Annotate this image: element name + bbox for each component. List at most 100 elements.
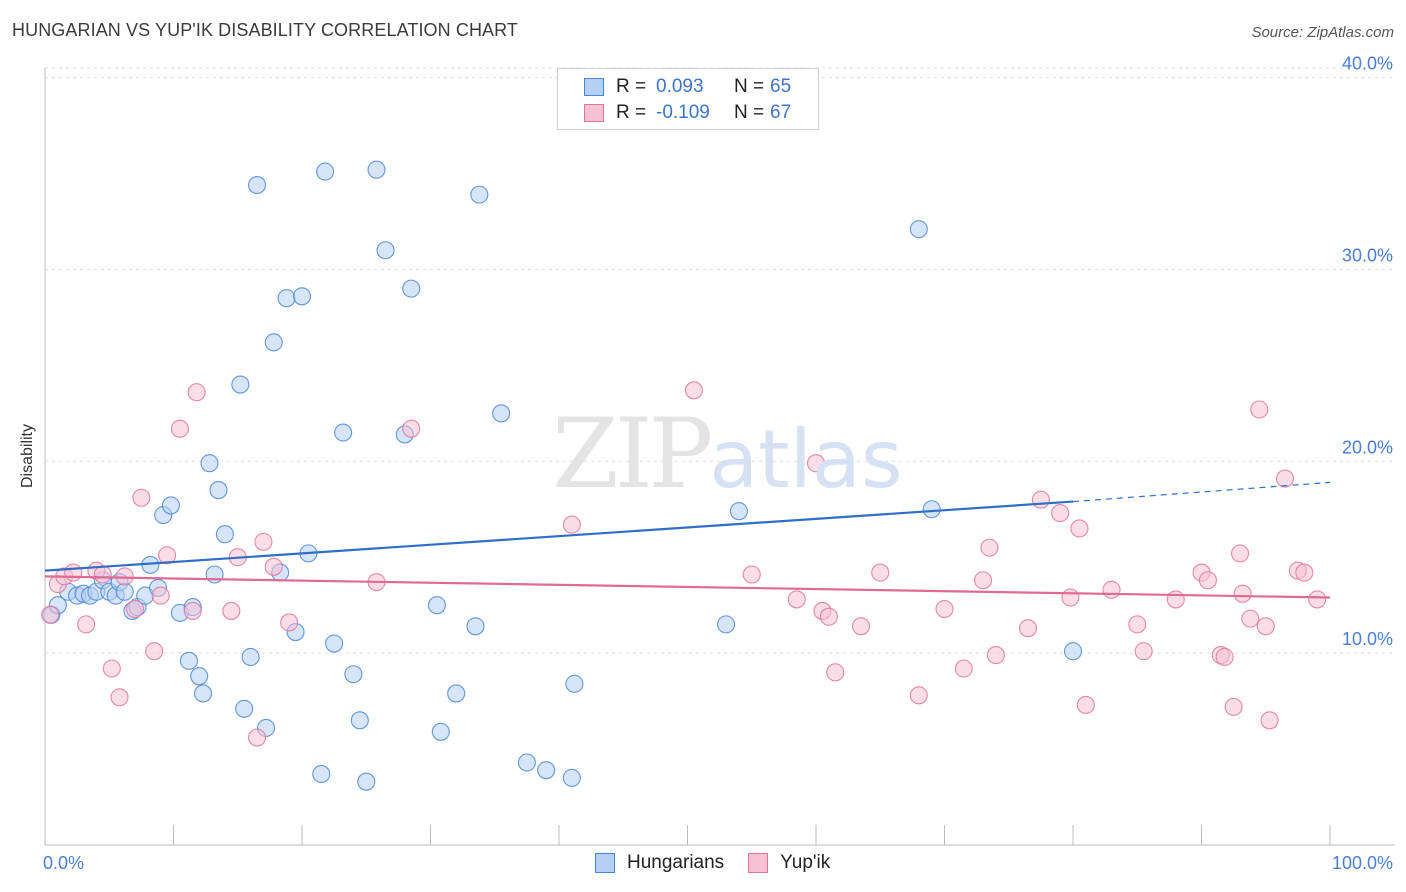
point-yupik [1134,642,1153,661]
legend-n-label: N = [734,102,765,123]
point-hungarians [247,175,267,195]
legend-item-yupik[interactable]: Yup'ik [748,852,830,874]
point-yupik [1076,695,1095,714]
y-tick-label: 40.0% [1342,54,1393,74]
point-yupik [183,601,202,620]
point-yupik [1018,619,1038,638]
point-yupik [871,563,890,582]
legend-item-hungarians[interactable]: Hungarians [595,852,724,874]
point-yupik [935,599,954,619]
point-yupik [1231,544,1250,563]
point-yupik [1260,711,1279,730]
point-hungarians [209,481,228,500]
point-yupik [986,646,1005,665]
legend-n-value: 65 [770,76,792,97]
point-yupik [684,381,703,400]
point-yupik [980,538,999,557]
y-tick-label: 10.0% [1342,629,1393,649]
legend-r-label: R = [616,76,647,97]
point-hungarians [367,160,386,179]
point-hungarians [316,162,335,181]
trendline-hungarians-extension [1072,481,1331,503]
point-hungarians [357,772,376,791]
point-hungarians [376,241,395,260]
point-hungarians [179,651,198,670]
point-yupik [1256,617,1275,636]
point-hungarians [922,500,941,519]
point-yupik [1198,571,1217,590]
point-yupik [115,567,134,586]
legend-row-hungarians: R = 0.093 N = 65 [584,74,791,100]
point-hungarians [205,565,224,584]
point-yupik [41,605,60,624]
point-yupik [1275,469,1295,488]
point-hungarians [215,525,234,544]
point-yupik [1224,697,1243,716]
x-tick-label: 0.0% [43,853,84,873]
y-tick-label: 20.0% [1342,437,1393,457]
point-hungarians [325,634,344,653]
legend-label-yupik: Yup'ik [780,852,831,873]
point-yupik [1031,490,1050,509]
point-hungarians [312,764,331,784]
point-yupik [158,546,177,565]
source-label: Source: ZipAtlas.com [1251,24,1394,41]
watermark: ZIPatlas [552,398,903,510]
point-yupik [254,532,273,551]
point-hungarians [517,753,536,772]
point-yupik [402,419,421,438]
point-hungarians [562,768,581,787]
point-yupik [222,601,241,620]
point-hungarians [402,279,421,298]
point-yupik [247,728,267,747]
point-yupik [264,557,283,576]
point-hungarians [427,596,446,615]
legend-swatch-yupik [748,853,769,873]
point-hungarians [431,722,450,741]
point-hungarians [1063,642,1083,661]
point-yupik [806,454,826,473]
point-yupik [562,515,581,534]
point-hungarians [190,667,209,686]
point-yupik [1051,504,1070,523]
point-yupik [187,383,206,402]
point-yupik [851,617,871,636]
point-yupik [151,586,170,605]
point-yupik [102,659,121,678]
point-hungarians [716,615,736,634]
point-hungarians [277,289,296,308]
point-hungarians [492,404,511,423]
point-hungarians [466,617,485,636]
point-yupik [125,599,144,619]
point-yupik [64,563,83,582]
legend-label-hungarians: Hungarians [627,852,725,873]
point-yupik [93,565,112,584]
point-hungarians [231,375,250,394]
point-yupik [1250,400,1269,419]
point-hungarians [909,220,928,239]
point-hungarians [115,582,134,601]
point-yupik [1233,584,1252,603]
point-yupik [77,615,96,634]
point-yupik [1241,609,1260,628]
point-yupik [1070,519,1089,538]
legend-swatch-yupik [584,104,604,122]
legend-n-value: 67 [770,102,792,123]
point-hungarians [200,454,219,473]
point-yupik [145,642,164,661]
point-yupik [787,590,806,609]
legend-swatch-hungarians [595,853,615,873]
point-yupik [1308,590,1327,609]
point-yupik [954,659,973,678]
point-yupik [1061,588,1080,607]
stats-legend: R = 0.093 N = 65 R = -0.109 N = 67 [557,68,819,130]
trendline-yupik [44,575,1331,599]
point-hungarians [565,674,584,693]
point-yupik [110,688,129,707]
legend-r-label: R = [616,102,647,123]
series-legend: Hungarians Yup'ik [595,852,854,874]
y-tick-label: 30.0% [1342,245,1393,265]
point-hungarians [292,287,312,306]
point-hungarians [729,502,748,521]
